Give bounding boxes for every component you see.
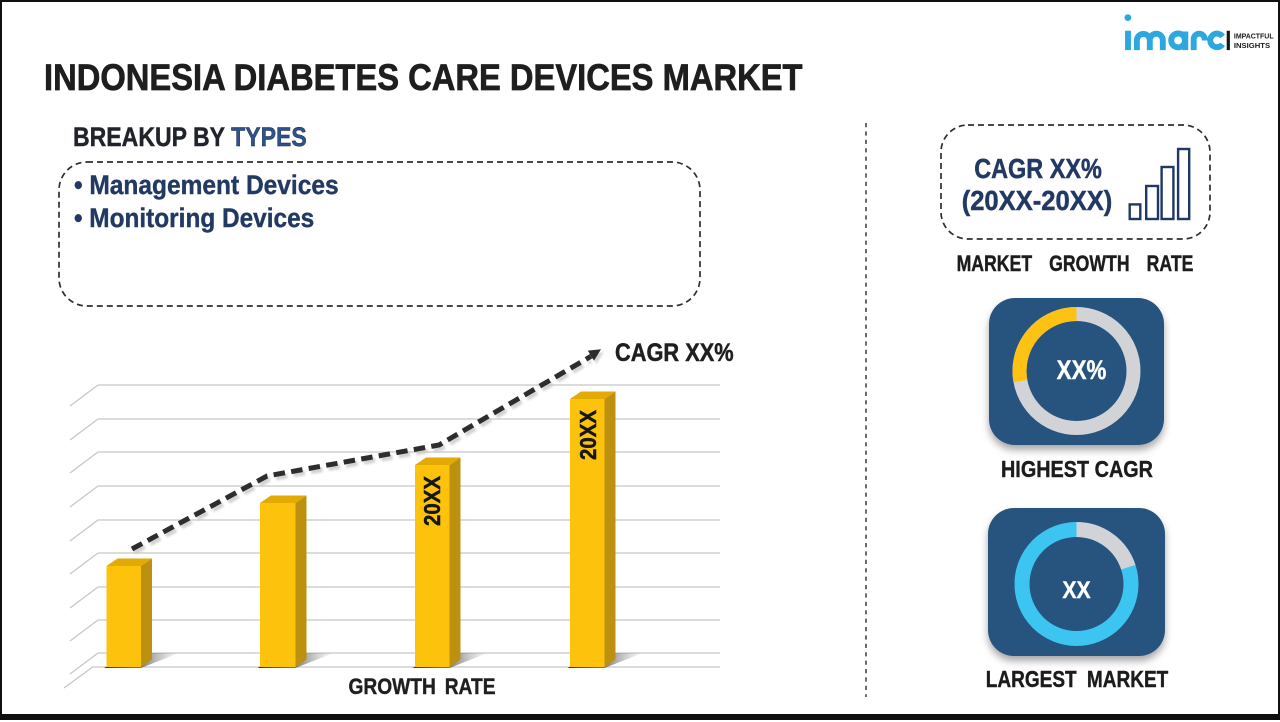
svg-text:IMPACTFUL: IMPACTFUL <box>1234 32 1274 41</box>
svg-text:20XX: 20XX <box>419 476 445 526</box>
svg-text:INSIGHTS: INSIGHTS <box>1234 41 1270 50</box>
svg-text:20XX: 20XX <box>575 410 601 460</box>
